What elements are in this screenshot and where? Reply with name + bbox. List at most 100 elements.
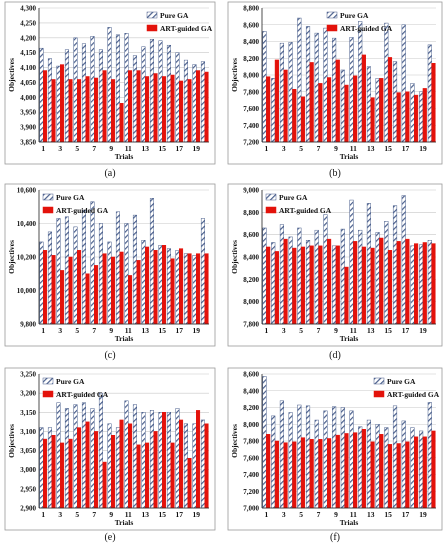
bar-art-guided-ga bbox=[60, 64, 65, 143]
x-tick-label: 15 bbox=[159, 510, 167, 519]
bar-art-guided-ga bbox=[68, 256, 73, 325]
bar-pure-ga bbox=[149, 198, 154, 325]
legend: Pure GA ART-guided GA bbox=[42, 193, 109, 215]
legend-label-pure-ga: Pure GA bbox=[387, 377, 416, 386]
bar-pure-ga bbox=[340, 228, 345, 325]
bar-art-guided-ga bbox=[309, 245, 314, 325]
bar-pure-ga bbox=[358, 21, 363, 143]
x-tick-label: 19 bbox=[419, 326, 427, 335]
bar-pure-ga bbox=[314, 229, 319, 325]
bar-art-guided-ga bbox=[77, 79, 82, 143]
x-tick-label: 5 bbox=[75, 510, 79, 519]
bar-art-guided-ga bbox=[196, 253, 201, 325]
bar-pure-ga bbox=[200, 61, 205, 143]
y-tick-label: 4,300 bbox=[20, 5, 36, 13]
bar-pure-ga bbox=[175, 408, 180, 509]
x-tick-label: 5 bbox=[299, 144, 303, 153]
bar-pure-ga bbox=[384, 22, 389, 143]
bar-art-guided-ga bbox=[145, 246, 150, 325]
y-tick-label: 7,400 bbox=[243, 471, 259, 479]
bar-art-guided-ga bbox=[387, 444, 393, 509]
bar-pure-ga bbox=[124, 400, 129, 509]
bar-pure-ga bbox=[166, 248, 171, 325]
legend: Pure GA ART-guided GA bbox=[42, 377, 109, 399]
bar-pure-ga bbox=[297, 404, 302, 509]
bar-pure-ga bbox=[132, 404, 137, 509]
bar-pure-ga bbox=[64, 408, 70, 509]
bar-art-guided-ga bbox=[85, 76, 90, 143]
bar-art-guided-ga bbox=[318, 245, 323, 325]
bar-pure-ga bbox=[166, 412, 171, 509]
bar-pure-ga bbox=[279, 224, 285, 325]
bar-art-guided-ga bbox=[111, 79, 116, 143]
bar-pure-ga bbox=[39, 427, 44, 509]
legend-swatch-art-guided-ga bbox=[42, 390, 54, 398]
bar-art-guided-ga bbox=[204, 253, 209, 325]
bar-art-guided-ga bbox=[292, 441, 297, 509]
x-tick-label: 17 bbox=[176, 144, 184, 153]
x-tick-label: 19 bbox=[193, 326, 201, 335]
panel-caption: (f) bbox=[330, 532, 340, 543]
bar-pure-ga bbox=[401, 420, 406, 509]
bar-art-guided-ga bbox=[431, 430, 436, 509]
bar-pure-ga bbox=[332, 37, 337, 143]
legend-swatch-art-guided-ga bbox=[326, 24, 338, 32]
x-tick-label: 13 bbox=[142, 510, 150, 519]
bar-pure-ga bbox=[314, 32, 319, 143]
bar-art-guided-ga bbox=[102, 70, 107, 143]
x-tick-label: 17 bbox=[402, 144, 410, 153]
bar-art-guided-ga bbox=[94, 77, 99, 143]
bar-pure-ga bbox=[288, 236, 293, 325]
bar-art-guided-ga bbox=[136, 444, 141, 509]
legend-label-art-guided-ga: ART-guided GA bbox=[387, 390, 440, 399]
bar-art-guided-ga bbox=[111, 256, 116, 325]
bar-art-guided-ga bbox=[283, 69, 288, 143]
bar-art-guided-ga bbox=[94, 431, 99, 509]
bar-pure-ga bbox=[200, 218, 205, 325]
bar-pure-ga bbox=[332, 245, 337, 325]
legend-swatch-pure-ga bbox=[326, 11, 338, 19]
bar-pure-ga bbox=[366, 66, 372, 143]
bar-art-guided-ga bbox=[136, 70, 141, 143]
bar-art-guided-ga bbox=[128, 423, 133, 509]
x-tick-label: 3 bbox=[58, 144, 62, 153]
bar-pure-ga bbox=[115, 211, 121, 325]
bar-pure-ga bbox=[262, 31, 267, 143]
bar-art-guided-ga bbox=[300, 96, 306, 143]
bar-pure-ga bbox=[271, 242, 276, 325]
x-tick-label: 5 bbox=[75, 326, 79, 335]
y-tick-label: 10,400 bbox=[17, 220, 37, 228]
legend-label-pure-ga: Pure GA bbox=[160, 11, 189, 20]
y-tick-label: 8,000 bbox=[243, 421, 259, 429]
x-tick-label: 1 bbox=[264, 326, 268, 335]
y-tick-label: 8,800 bbox=[243, 5, 259, 13]
panel-caption: (e) bbox=[104, 532, 115, 543]
bar-pure-ga bbox=[73, 404, 78, 509]
bar-pure-ga bbox=[98, 223, 104, 325]
y-tick-label: 9,000 bbox=[243, 187, 259, 195]
bar-art-guided-ga bbox=[414, 94, 419, 143]
y-axis-title: Objectives bbox=[7, 240, 16, 274]
x-tick-label: 5 bbox=[75, 144, 79, 153]
bar-art-guided-ga bbox=[179, 248, 184, 325]
bar-pure-ga bbox=[56, 402, 61, 509]
y-axis-title: Objectives bbox=[230, 240, 239, 274]
bar-art-guided-ga bbox=[300, 246, 306, 325]
bar-pure-ga bbox=[410, 245, 415, 325]
bar-art-guided-ga bbox=[387, 57, 393, 143]
bar-art-guided-ga bbox=[396, 443, 401, 509]
y-tick-label: 2,950 bbox=[20, 485, 36, 493]
bar-art-guided-ga bbox=[266, 76, 271, 143]
x-tick-label: 3 bbox=[282, 326, 286, 335]
legend-label-pure-ga: Pure GA bbox=[340, 11, 369, 20]
x-axis-title: Trials bbox=[115, 518, 134, 527]
x-tick-label: 17 bbox=[402, 326, 410, 335]
legend: Pure GA ART-guided GA bbox=[265, 193, 332, 215]
bar-pure-ga bbox=[271, 78, 276, 143]
y-tick-label: 3,050 bbox=[20, 447, 36, 455]
x-tick-label: 15 bbox=[384, 144, 392, 153]
x-tick-label: 11 bbox=[125, 510, 132, 519]
x-tick-label: 7 bbox=[317, 326, 321, 335]
bar-art-guided-ga bbox=[335, 245, 340, 325]
